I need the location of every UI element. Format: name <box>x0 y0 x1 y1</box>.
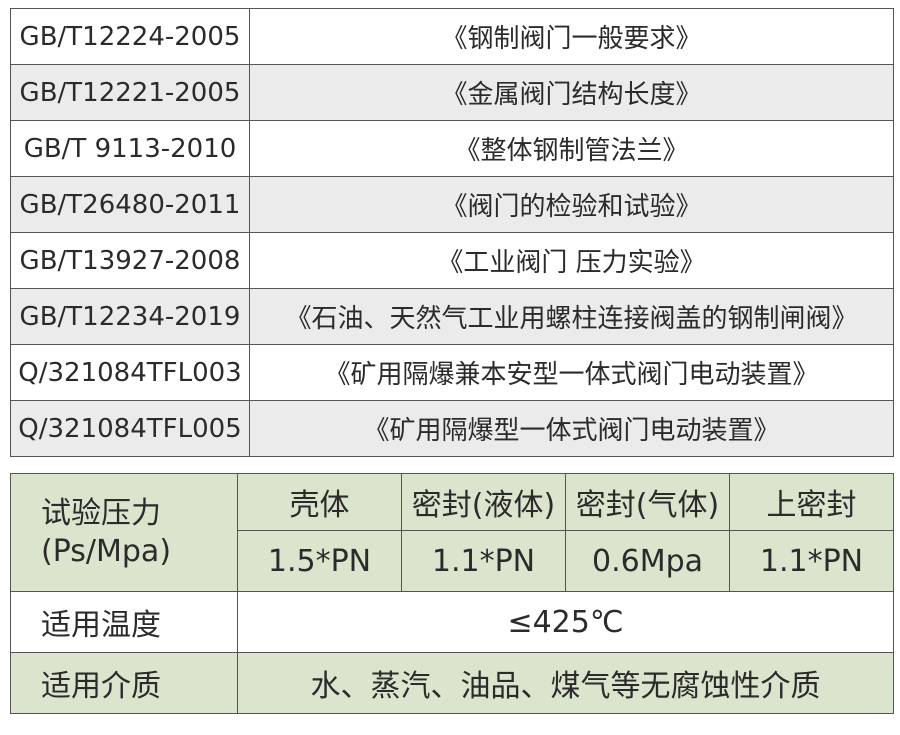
table-row: 1.5*PN 1.1*PN 0.6Mpa 1.1*PN <box>11 530 894 592</box>
standard-title: 《金属阀门结构长度》 <box>249 64 894 121</box>
table-row: GB/T12221-2005 《金属阀门结构长度》 <box>10 64 894 121</box>
table-row: Q/321084TFL005 《矿用隔爆型一体式阀门电动装置》 <box>10 400 894 457</box>
table-row: 适用介质 水、蒸汽、油品、煤气等无腐蚀性介质 <box>10 652 894 714</box>
header-upper-seal: 上密封 <box>729 473 894 531</box>
standard-title: 《阀门的检验和试验》 <box>249 176 894 233</box>
standard-code: GB/T12224-2005 <box>10 8 250 65</box>
standard-code: Q/321084TFL003 <box>10 344 250 401</box>
temperature-label: 适用温度 <box>10 591 238 653</box>
test-pressure-label: 试验压力 (Ps/Mpa) <box>10 473 238 592</box>
table-row: GB/T26480-2011 《阀门的检验和试验》 <box>10 176 894 233</box>
medium-label: 适用介质 <box>10 652 238 714</box>
standard-title: 《矿用隔爆兼本安型一体式阀门电动装置》 <box>249 344 894 401</box>
test-pressure-label-line2: (Ps/Mpa) <box>41 533 172 569</box>
standard-code: GB/T12221-2005 <box>10 64 250 121</box>
standard-title: 《钢制阀门一般要求》 <box>249 8 894 65</box>
value-seal-liquid: 1.1*PN <box>401 530 566 592</box>
table-row: Q/321084TFL003 《矿用隔爆兼本安型一体式阀门电动装置》 <box>10 344 894 401</box>
specs-table: 试验压力 (Ps/Mpa) 壳体 密封(液体) 密封(气体) 上密封 1.5*P… <box>10 473 894 714</box>
standard-code: GB/T 9113-2010 <box>10 120 250 177</box>
standards-table: GB/T12224-2005 《钢制阀门一般要求》 GB/T12221-2005… <box>10 8 894 457</box>
standard-title: 《工业阀门 压力实验》 <box>249 232 894 289</box>
temperature-value: ≤425℃ <box>237 591 894 653</box>
table-row: 试验压力 (Ps/Mpa) 壳体 密封(液体) 密封(气体) 上密封 <box>10 473 894 592</box>
table-row: GB/T12234-2019 《石油、天然气工业用螺柱连接阀盖的钢制闸阀》 <box>10 288 894 345</box>
table-row: 适用温度 ≤425℃ <box>10 591 894 653</box>
header-shell: 壳体 <box>237 473 402 531</box>
standard-code: GB/T26480-2011 <box>10 176 250 233</box>
test-pressure-label-line1: 试验压力 <box>41 495 161 531</box>
table-row: GB/T12224-2005 《钢制阀门一般要求》 <box>10 8 894 65</box>
standard-title: 《石油、天然气工业用螺柱连接阀盖的钢制闸阀》 <box>249 288 894 345</box>
standard-code: GB/T12234-2019 <box>10 288 250 345</box>
medium-value: 水、蒸汽、油品、煤气等无腐蚀性介质 <box>237 652 894 714</box>
header-seal-gas: 密封(气体) <box>565 473 730 531</box>
value-shell: 1.5*PN <box>237 530 402 592</box>
table-row: GB/T 9113-2010 《整体钢制管法兰》 <box>10 120 894 177</box>
table-row: GB/T13927-2008 《工业阀门 压力实验》 <box>10 232 894 289</box>
header-seal-liquid: 密封(液体) <box>401 473 566 531</box>
standard-code: Q/321084TFL005 <box>10 400 250 457</box>
standard-title: 《矿用隔爆型一体式阀门电动装置》 <box>249 400 894 457</box>
standard-title: 《整体钢制管法兰》 <box>249 120 894 177</box>
value-seal-gas: 0.6Mpa <box>565 530 730 592</box>
value-upper-seal: 1.1*PN <box>729 530 894 592</box>
standard-code: GB/T13927-2008 <box>10 232 250 289</box>
